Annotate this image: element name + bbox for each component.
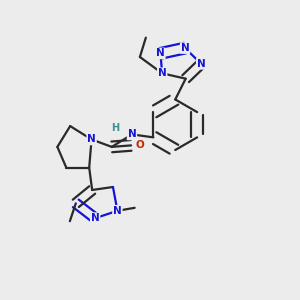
Text: O: O	[136, 140, 144, 150]
Text: N: N	[113, 206, 122, 216]
Text: N: N	[197, 59, 206, 69]
Text: N: N	[181, 43, 189, 53]
Text: N: N	[156, 48, 165, 59]
Text: N: N	[158, 68, 167, 78]
Text: N: N	[91, 213, 100, 223]
Text: N: N	[128, 129, 136, 140]
Text: N: N	[87, 134, 96, 144]
Text: H: H	[112, 123, 120, 133]
